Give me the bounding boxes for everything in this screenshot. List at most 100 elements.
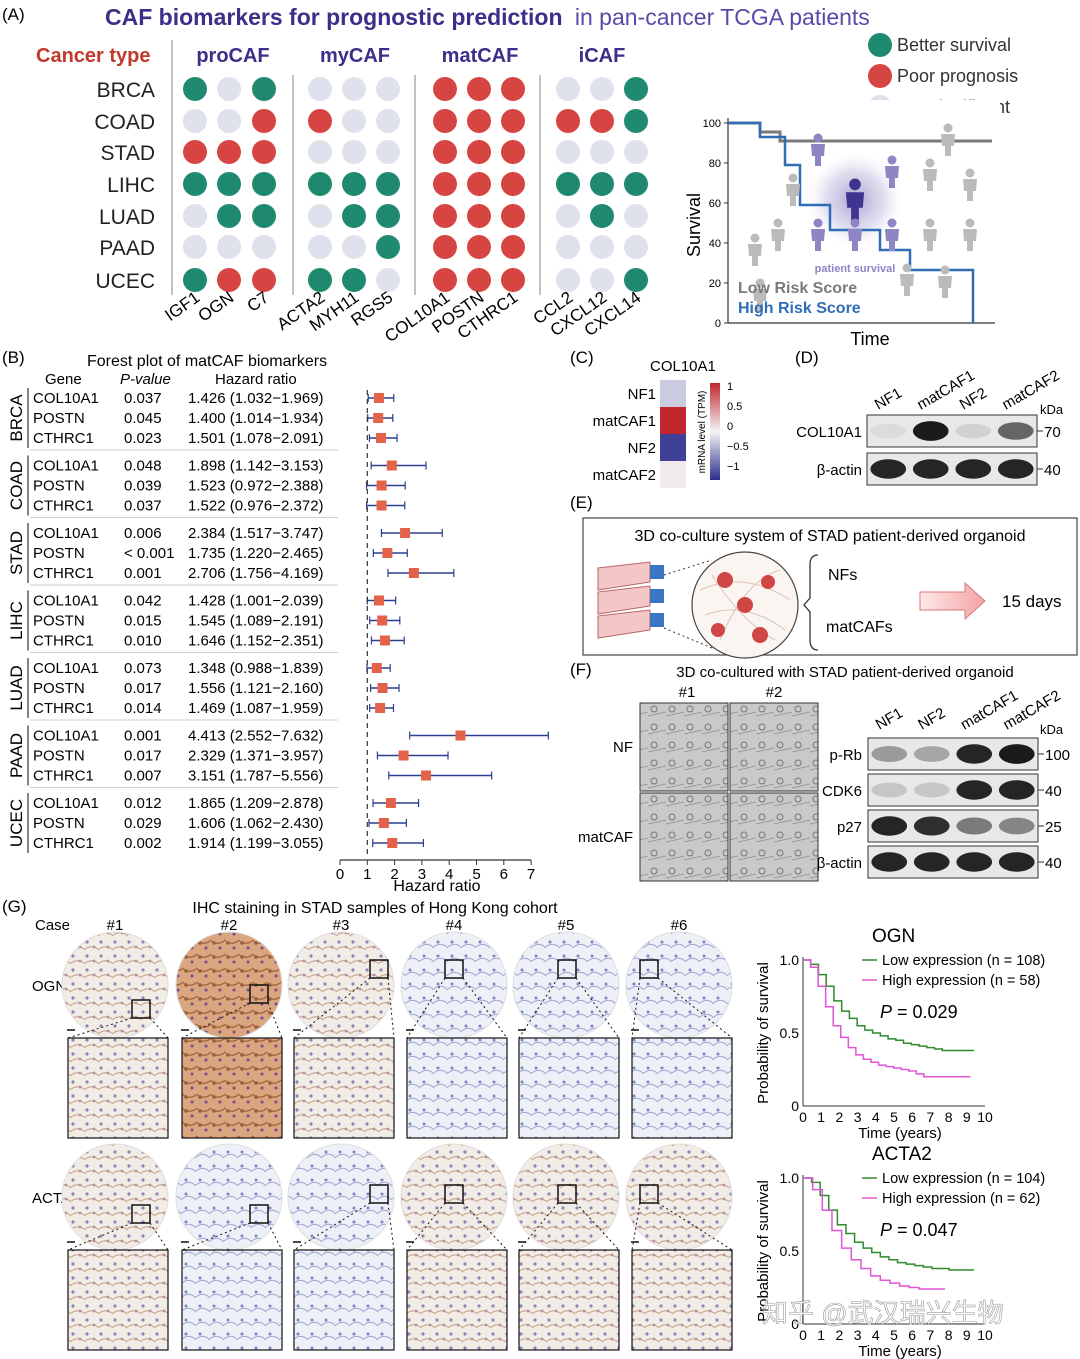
cancer-group-label: BRCA [7,394,26,442]
x-tick-label: 6 [500,866,508,883]
biomarker-dot [217,235,241,259]
panel-f-title: 3D co-cultured with STAD patient-derived… [676,664,1013,681]
person-head [965,218,975,228]
person-body [963,229,977,251]
cancer-type-label: BRCA [97,79,155,102]
cancer-type-label: STAD [101,142,155,165]
zoom-box [639,959,659,979]
biomarker-dot [342,77,366,101]
zoom-image [518,1037,620,1139]
heatmap-title: COL10A1 [650,358,716,375]
x-axis-label: Time [850,329,889,349]
panel-d-letter: (D) [795,348,819,367]
km-p-number: = 0.029 [892,1002,958,1022]
biomarker-dot [252,140,276,164]
biomarker-dot [624,204,648,228]
blot-band [871,782,908,798]
person-head [813,133,823,143]
gene-cell: COL10A1 [33,728,99,745]
microscopy-image [729,792,819,882]
person-body [885,166,899,188]
cancer-type-label: LUAD [99,206,155,229]
biomarker-dot [183,204,207,228]
person-body [753,289,767,311]
person-body [900,274,914,296]
hazard-ratio-cell: 1.646 (1.152−2.351) [188,633,324,650]
hr-point [373,393,384,403]
biomarker-dot [590,172,614,196]
biomarker-dot [342,172,366,196]
p-value-cell: 0.017 [124,680,162,697]
hr-point [378,818,389,828]
hazard-ratio-cell: 1.469 (1.087−1.959) [188,700,324,717]
p-value-cell: 0.073 [124,660,162,677]
zoom-image [293,1249,395,1351]
biomarker-dot [590,109,614,133]
tissue-core [625,931,733,1039]
cancer-group-label: COAD [7,461,26,510]
person-head [943,123,953,133]
km-high-legend: High expression (n = 62) [882,1191,1040,1207]
blot-band [956,852,993,872]
person-body [923,169,937,191]
biomarker-dot [183,172,207,196]
p-value-cell: 0.037 [124,390,162,407]
hr-point [455,730,466,741]
p-value-cell: 0.001 [124,728,162,745]
cancer-type-label: COAD [94,111,155,134]
hr-point [386,460,397,471]
hazard-ratio-cell: 1.865 (1.209−2.878) [188,795,324,812]
zoom-line [462,1202,508,1251]
forest-table: BRCA COL10A1 0.037 1.426 (1.032−1.969) POSTN… [7,388,338,853]
km-x-tick: 6 [908,1327,916,1343]
person-icon [963,218,977,251]
km-gene-title: OGN [872,926,915,947]
option-matcafs: matCAFs [826,619,893,636]
biomarker-dot [376,109,400,133]
person-icon [885,155,899,188]
col-gene-header: Gene [45,371,82,388]
p-value-cell: 0.010 [124,633,162,650]
hazard-ratio-cell: 1.523 (0.972−2.388) [188,478,324,495]
legend-label: Poor prognosis [897,66,1018,86]
biomarker-dot [501,77,525,101]
heatmap-cell [660,434,686,461]
person-body [938,276,952,298]
zoom-image [181,1037,283,1139]
person-head [940,265,950,275]
biomarker-dot [556,235,580,259]
x-tick-label: 4 [445,866,453,883]
heatmap-cell [660,380,686,407]
biomarker-dot [433,140,457,164]
heatmap-row-label: NF1 [628,386,656,403]
zoom-image [67,1037,169,1139]
biomarker-dot [252,268,276,292]
panel-a-title-rest: in pan-cancer TCGA patients [575,4,870,30]
km-gene-title: ACTA2 [872,1144,932,1165]
biomarker-dot [252,109,276,133]
blot-band [913,746,950,762]
column-label: #1 [679,684,696,701]
heatmap-cell [660,407,686,434]
biomarker-dot [217,140,241,164]
person-head [813,218,823,228]
colorbar-tick: 1 [727,381,733,393]
zoom-line [267,1002,283,1039]
km-y-label: Probability of survival [755,1180,772,1322]
zoom-box [369,1184,389,1204]
km-y-tick: 0.5 [780,1243,800,1259]
biomarker-dot [308,77,332,101]
organoid-cell [717,572,733,588]
biomarker-dot [183,109,207,133]
culture-flasks [597,559,713,649]
person-icon [786,173,800,206]
colorbar-tick: 0 [727,421,733,433]
hazard-ratio-cell: 2.706 (1.756−4.169) [188,565,324,582]
mw-label: 40 [1045,783,1062,800]
high-risk-label: High Risk Score [738,300,861,317]
p-value-cell: 0.042 [124,593,162,610]
case-label: #5 [558,917,575,934]
tissue-core [512,931,620,1039]
hr-point [398,750,409,761]
